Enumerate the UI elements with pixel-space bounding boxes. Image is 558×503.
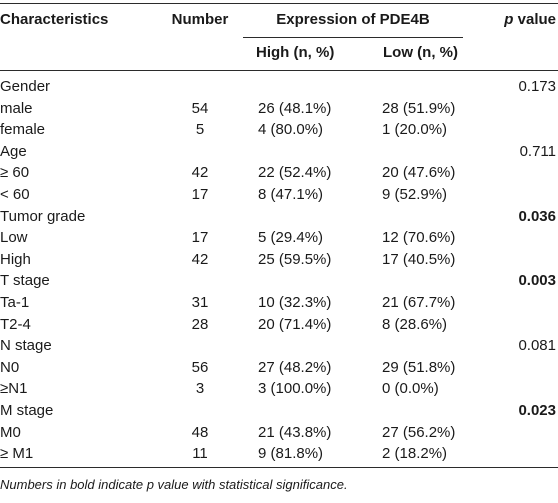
row-high: 10 (32.3%) bbox=[258, 294, 332, 311]
row-high: 3 (100.0%) bbox=[258, 380, 332, 397]
row-high: 9 (81.8%) bbox=[258, 445, 324, 462]
row-p-value: 0.036 bbox=[518, 208, 556, 225]
row-low: 2 (18.2%) bbox=[382, 445, 448, 462]
row-high: 20 (71.4%) bbox=[258, 316, 332, 333]
row-low: 17 (40.5%) bbox=[382, 251, 456, 268]
row-label: female bbox=[0, 121, 46, 138]
row-low: 29 (51.8%) bbox=[382, 359, 456, 376]
row-high: 27 (48.2%) bbox=[258, 359, 332, 376]
row-number: 17 bbox=[191, 186, 209, 203]
row-label: N0 bbox=[0, 359, 20, 376]
row-p-value: 0.173 bbox=[518, 78, 556, 95]
header-number: Number bbox=[171, 11, 229, 28]
header-characteristics: Characteristics bbox=[0, 11, 109, 28]
row-label: ≥N1 bbox=[0, 380, 28, 397]
row-low: 21 (67.7%) bbox=[382, 294, 456, 311]
row-high: 21 (43.8%) bbox=[258, 424, 332, 441]
row-label: male bbox=[0, 100, 33, 117]
row-low: 8 (28.6%) bbox=[382, 316, 448, 333]
row-number: 48 bbox=[191, 424, 209, 441]
row-number: 42 bbox=[191, 164, 209, 181]
row-p-value: 0.711 bbox=[519, 143, 556, 160]
table-footnote: Numbers in bold indicate p value with st… bbox=[0, 477, 348, 492]
header-low: Low (n, %) bbox=[383, 44, 458, 61]
row-low: 27 (56.2%) bbox=[382, 424, 456, 441]
row-label: T2-4 bbox=[0, 316, 31, 333]
row-label: ≥ 60 bbox=[0, 164, 30, 181]
row-label: Age bbox=[0, 143, 27, 160]
top-rule bbox=[0, 3, 558, 4]
row-low: 0 (0.0%) bbox=[382, 380, 439, 397]
header-p-value: p value bbox=[498, 11, 556, 29]
row-label: M0 bbox=[0, 424, 21, 441]
row-high: 4 (80.0%) bbox=[258, 121, 324, 138]
header-expression: Expression of PDE4B bbox=[276, 11, 430, 28]
row-high: 22 (52.4%) bbox=[258, 164, 332, 181]
row-high: 26 (48.1%) bbox=[258, 100, 332, 117]
row-number: 56 bbox=[191, 359, 209, 376]
row-number: 11 bbox=[192, 445, 208, 462]
row-high: 25 (59.5%) bbox=[258, 251, 332, 268]
row-high: 5 (29.4%) bbox=[258, 229, 324, 246]
row-high: 8 (47.1%) bbox=[258, 186, 324, 203]
row-p-value: 0.023 bbox=[518, 402, 556, 419]
row-label: Tumor grade bbox=[0, 208, 86, 225]
row-label: N stage bbox=[0, 337, 52, 354]
row-number: 3 bbox=[195, 380, 205, 397]
row-label: ≥ M1 bbox=[0, 445, 34, 462]
row-label: M stage bbox=[0, 402, 54, 419]
row-low: 28 (51.9%) bbox=[382, 100, 456, 117]
row-label: Ta-1 bbox=[0, 294, 30, 311]
bottom-rule bbox=[0, 467, 558, 468]
row-number: 54 bbox=[191, 100, 209, 117]
row-number: 17 bbox=[191, 229, 209, 246]
row-label: High bbox=[0, 251, 31, 268]
row-number: 42 bbox=[191, 251, 209, 268]
row-number: 28 bbox=[191, 316, 209, 333]
row-low: 9 (52.9%) bbox=[382, 186, 448, 203]
row-low: 1 (20.0%) bbox=[382, 121, 448, 138]
row-label: Low bbox=[0, 229, 28, 246]
row-number: 5 bbox=[195, 121, 205, 138]
row-low: 12 (70.6%) bbox=[382, 229, 456, 246]
row-label: < 60 bbox=[0, 186, 30, 203]
subheader-rule bbox=[243, 37, 463, 38]
row-label: T stage bbox=[0, 272, 50, 289]
header-bottom-rule bbox=[0, 70, 558, 71]
row-label: Gender bbox=[0, 78, 51, 95]
row-number: 31 bbox=[191, 294, 209, 311]
header-high: High (n, %) bbox=[256, 44, 335, 61]
row-low: 20 (47.6%) bbox=[382, 164, 456, 181]
row-p-value: 0.081 bbox=[518, 337, 556, 354]
row-p-value: 0.003 bbox=[518, 272, 556, 289]
header-p-word: value bbox=[517, 11, 556, 28]
header-p-italic: p bbox=[504, 11, 514, 28]
